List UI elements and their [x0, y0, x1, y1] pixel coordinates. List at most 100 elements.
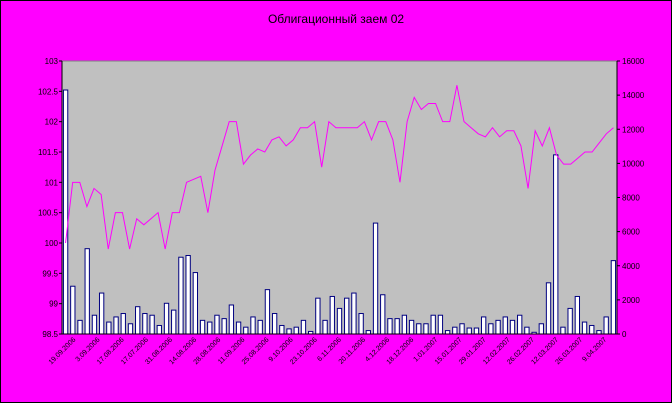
y-right-axis: 0 2000 4000 6000 8000 10000 12000 14000 16000	[616, 57, 645, 339]
bar	[192, 272, 198, 335]
bar	[589, 324, 595, 335]
y-left-axis: 98.5 99 99.5 100 100.5 101 101.5 102 102.5 103	[38, 57, 63, 339]
bar	[221, 318, 227, 335]
bar	[553, 154, 559, 335]
bar	[70, 285, 76, 335]
bar	[279, 324, 285, 335]
chart-title: Облигационный заем 02	[267, 12, 405, 26]
bar	[300, 319, 307, 335]
y-left-tick-label: 100	[45, 239, 59, 248]
bar	[480, 316, 487, 335]
y-right-tick-label: 16000	[622, 57, 645, 66]
bar	[120, 313, 126, 335]
bar	[387, 318, 393, 335]
bar	[560, 326, 566, 335]
bar	[459, 323, 465, 335]
bar	[610, 260, 617, 335]
y-left-tick-label: 99	[49, 300, 58, 309]
bar	[466, 327, 472, 335]
y-left-tick-label: 100.5	[38, 209, 59, 218]
y-left-tick-label: 99.5	[42, 269, 58, 278]
bar	[408, 319, 415, 335]
plot-area	[61, 60, 618, 335]
bar	[372, 222, 379, 335]
bar	[567, 307, 573, 335]
bar	[452, 326, 458, 335]
y-left-tick-label: 102	[45, 118, 59, 127]
bar	[163, 302, 170, 335]
bar	[142, 313, 148, 335]
bar	[127, 323, 134, 335]
bar	[603, 316, 609, 335]
bar	[322, 319, 328, 335]
bar	[271, 313, 278, 335]
bar	[77, 319, 83, 335]
bar	[106, 321, 112, 335]
bar	[62, 89, 69, 335]
y-right-tick-label: 10000	[622, 159, 645, 168]
bar	[185, 255, 191, 335]
bar	[380, 294, 386, 335]
bar	[207, 321, 213, 335]
y-left-tick-label: 101	[45, 178, 59, 187]
bar	[596, 330, 602, 335]
bar	[336, 307, 343, 335]
bar	[235, 321, 242, 335]
bar	[264, 289, 271, 335]
bar	[365, 330, 371, 335]
bar	[423, 323, 429, 335]
bar	[416, 323, 422, 335]
bar	[149, 314, 155, 335]
bar	[228, 304, 235, 335]
plot-background	[61, 60, 618, 335]
bar	[199, 319, 206, 335]
bar	[286, 328, 292, 335]
bar	[91, 314, 98, 335]
bar	[98, 292, 105, 335]
bar	[401, 314, 408, 335]
bar	[495, 319, 501, 335]
bar	[351, 292, 357, 335]
y-left-tick-label: 101.5	[38, 148, 59, 157]
bar	[444, 330, 451, 335]
price-line	[65, 85, 614, 250]
x-tick-label: 9.04.2007	[581, 336, 608, 363]
bar	[524, 326, 530, 335]
y-right-tick-label: 4000	[622, 262, 640, 271]
y-right-tick-label: 0	[622, 330, 627, 339]
y-right-tick-label: 2000	[622, 296, 640, 305]
bar	[358, 313, 364, 335]
bar	[84, 248, 90, 335]
bar	[243, 326, 249, 335]
line-series	[65, 85, 614, 250]
bar	[430, 314, 436, 335]
bar	[178, 256, 184, 335]
bar	[473, 327, 480, 335]
y-left-tick-label: 102.5	[38, 87, 59, 96]
bar	[315, 297, 321, 335]
x-tick-label: 19.09.2006	[48, 336, 78, 366]
bar	[156, 324, 162, 335]
bar	[394, 318, 400, 335]
bar	[488, 323, 494, 335]
y-right-tick-label: 14000	[622, 91, 645, 100]
bar	[581, 321, 588, 335]
y-left-tick-label: 103	[45, 57, 59, 66]
bar	[293, 326, 299, 335]
bar	[502, 316, 508, 335]
bar	[437, 314, 444, 335]
bar	[545, 282, 552, 335]
bar	[344, 297, 350, 335]
y-right-tick-label: 6000	[622, 228, 640, 237]
bar	[214, 314, 220, 335]
bar	[538, 323, 544, 335]
bar	[329, 295, 335, 335]
x-axis: 19.09.20063.09.200617.08.200617.07.20063…	[48, 333, 617, 366]
y-right-tick-label: 8000	[622, 194, 640, 203]
bar	[574, 295, 581, 335]
y-right-tick-label: 12000	[622, 125, 645, 134]
bar	[250, 316, 256, 335]
bar	[517, 314, 523, 335]
y-left-tick-label: 98.5	[42, 330, 58, 339]
